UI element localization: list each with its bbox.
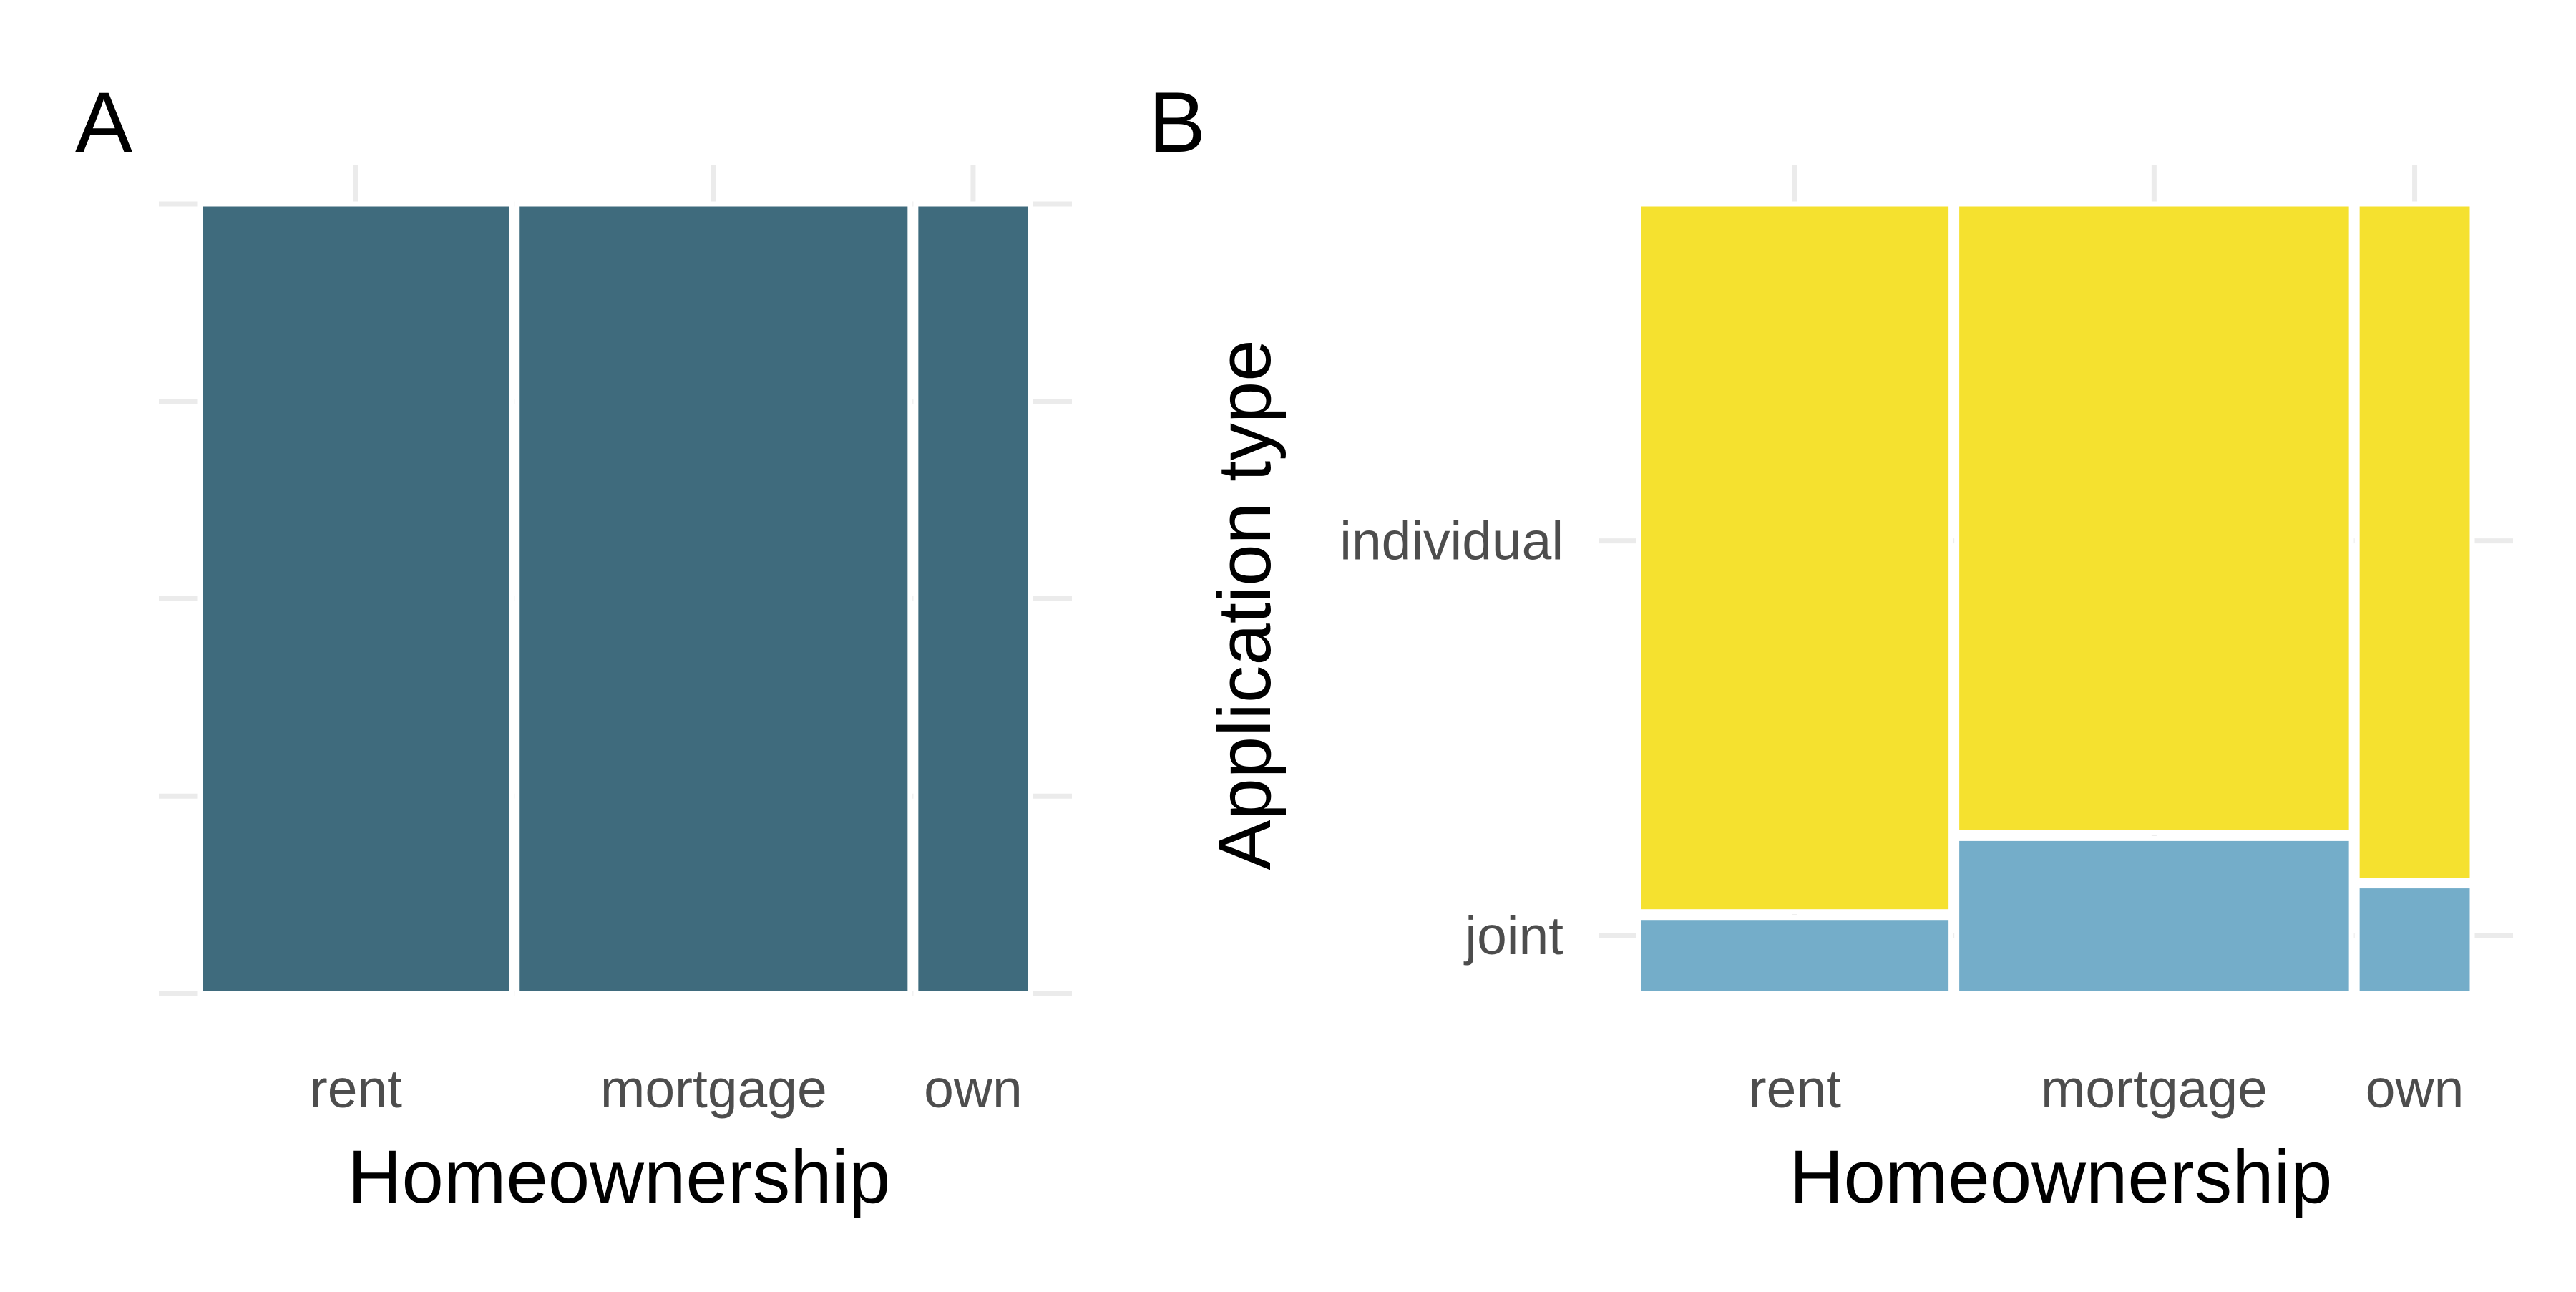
- panel-b-y-tick-individual: individual: [1340, 511, 1563, 571]
- panel-a-x-tick-mortgage: mortgage: [600, 1059, 827, 1119]
- panel-a-tile-own: [913, 201, 1033, 996]
- panel-b-tile-individual-rent: [1636, 201, 1954, 915]
- panel-b-x-tick-mortgage: mortgage: [2041, 1059, 2268, 1119]
- panel-b-tile-joint-own: [2354, 883, 2475, 996]
- panel-a-x-axis-title: Homeownership: [348, 1135, 891, 1219]
- panel-b-tiles: [1636, 201, 2475, 996]
- panel-b-tile-joint-rent: [1636, 915, 1954, 996]
- panel-b-y-tick-joint: joint: [1463, 905, 1563, 966]
- panel-b-tile-joint-mortgage: [1954, 835, 2354, 996]
- panel-b-x-tick-own: own: [2366, 1059, 2464, 1119]
- panel-a-tag: A: [75, 74, 132, 170]
- panel-b-x-axis-title: Homeownership: [1790, 1135, 2333, 1219]
- panel-a-x-tick-labels: rent mortgage own: [310, 1059, 1023, 1119]
- panel-b-tag: B: [1148, 74, 1206, 170]
- panel-a-x-tick-own: own: [924, 1059, 1023, 1119]
- panel-b-tile-individual-own: [2354, 201, 2475, 883]
- panel-a-tile-mortgage: [514, 201, 913, 996]
- panel-b-y-axis-title: Application type: [1203, 339, 1287, 870]
- panel-a-x-tick-rent: rent: [310, 1059, 402, 1119]
- panel-a-tile-rent: [197, 201, 514, 996]
- panel-b-y-tick-labels: individual joint: [1340, 511, 1563, 966]
- panel-b-x-tick-labels: rent mortgage own: [1749, 1059, 2464, 1119]
- panel-b: rent mortgage own individual joint B Homeow…: [1148, 74, 2513, 1219]
- panel-a: rent mortgage own A Homeownership: [75, 74, 1072, 1219]
- panel-b-x-tick-rent: rent: [1749, 1059, 1841, 1119]
- panel-b-tile-individual-mortgage: [1954, 201, 2354, 835]
- panel-a-tiles: [197, 201, 1033, 996]
